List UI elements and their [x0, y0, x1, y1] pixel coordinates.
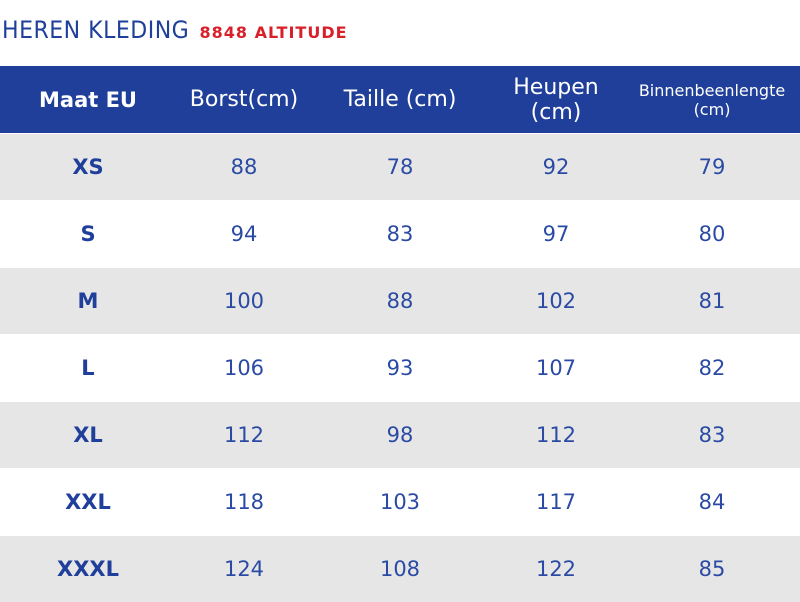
- cell-waist: 83: [312, 201, 488, 268]
- cell-waist: 108: [312, 536, 488, 602]
- cell-waist: 98: [312, 402, 488, 469]
- header-chest: Borst(cm): [176, 66, 312, 134]
- cell-inseam: 81: [624, 268, 800, 335]
- header-inseam-unit: (cm): [624, 100, 800, 119]
- cell-size: XXL: [0, 469, 176, 536]
- cell-chest: 94: [176, 201, 312, 268]
- cell-chest: 88: [176, 134, 312, 201]
- cell-size: XL: [0, 402, 176, 469]
- cell-waist: 88: [312, 268, 488, 335]
- cell-chest: 100: [176, 268, 312, 335]
- page-title: HEREN KLEDING 8848 ALTITUDE: [2, 16, 348, 56]
- cell-hips: 107: [488, 335, 624, 402]
- cell-chest: 124: [176, 536, 312, 602]
- cell-chest: 106: [176, 335, 312, 402]
- header-waist: Taille (cm): [312, 66, 488, 134]
- cell-size: S: [0, 201, 176, 268]
- cell-hips: 92: [488, 134, 624, 201]
- cell-size: L: [0, 335, 176, 402]
- cell-hips: 122: [488, 536, 624, 602]
- cell-inseam: 82: [624, 335, 800, 402]
- cell-inseam: 84: [624, 469, 800, 536]
- cell-chest: 118: [176, 469, 312, 536]
- cell-size: XXXL: [0, 536, 176, 602]
- cell-inseam: 79: [624, 134, 800, 201]
- cell-waist: 78: [312, 134, 488, 201]
- size-chart-table: Maat EU Borst(cm) Taille (cm) Heupen (cm…: [0, 66, 800, 602]
- cell-chest: 112: [176, 402, 312, 469]
- cell-hips: 97: [488, 201, 624, 268]
- cell-waist: 103: [312, 469, 488, 536]
- cell-size: M: [0, 268, 176, 335]
- cell-hips: 117: [488, 469, 624, 536]
- cell-inseam: 80: [624, 201, 800, 268]
- cell-waist: 93: [312, 335, 488, 402]
- title-main: HEREN KLEDING: [2, 16, 189, 44]
- cell-inseam: 85: [624, 536, 800, 602]
- table-header-row: Maat EU Borst(cm) Taille (cm) Heupen (cm…: [0, 66, 800, 134]
- cell-size: XS: [0, 134, 176, 201]
- header-hips: Heupen (cm): [488, 66, 624, 134]
- cell-hips: 102: [488, 268, 624, 335]
- header-size-eu: Maat EU: [0, 66, 176, 134]
- header-inseam: Binnenbeenlengte (cm): [624, 66, 800, 134]
- brand-name: 8848 ALTITUDE: [200, 23, 348, 42]
- cell-hips: 112: [488, 402, 624, 469]
- header-inseam-label: Binnenbeenlengte: [624, 81, 800, 100]
- cell-inseam: 83: [624, 402, 800, 469]
